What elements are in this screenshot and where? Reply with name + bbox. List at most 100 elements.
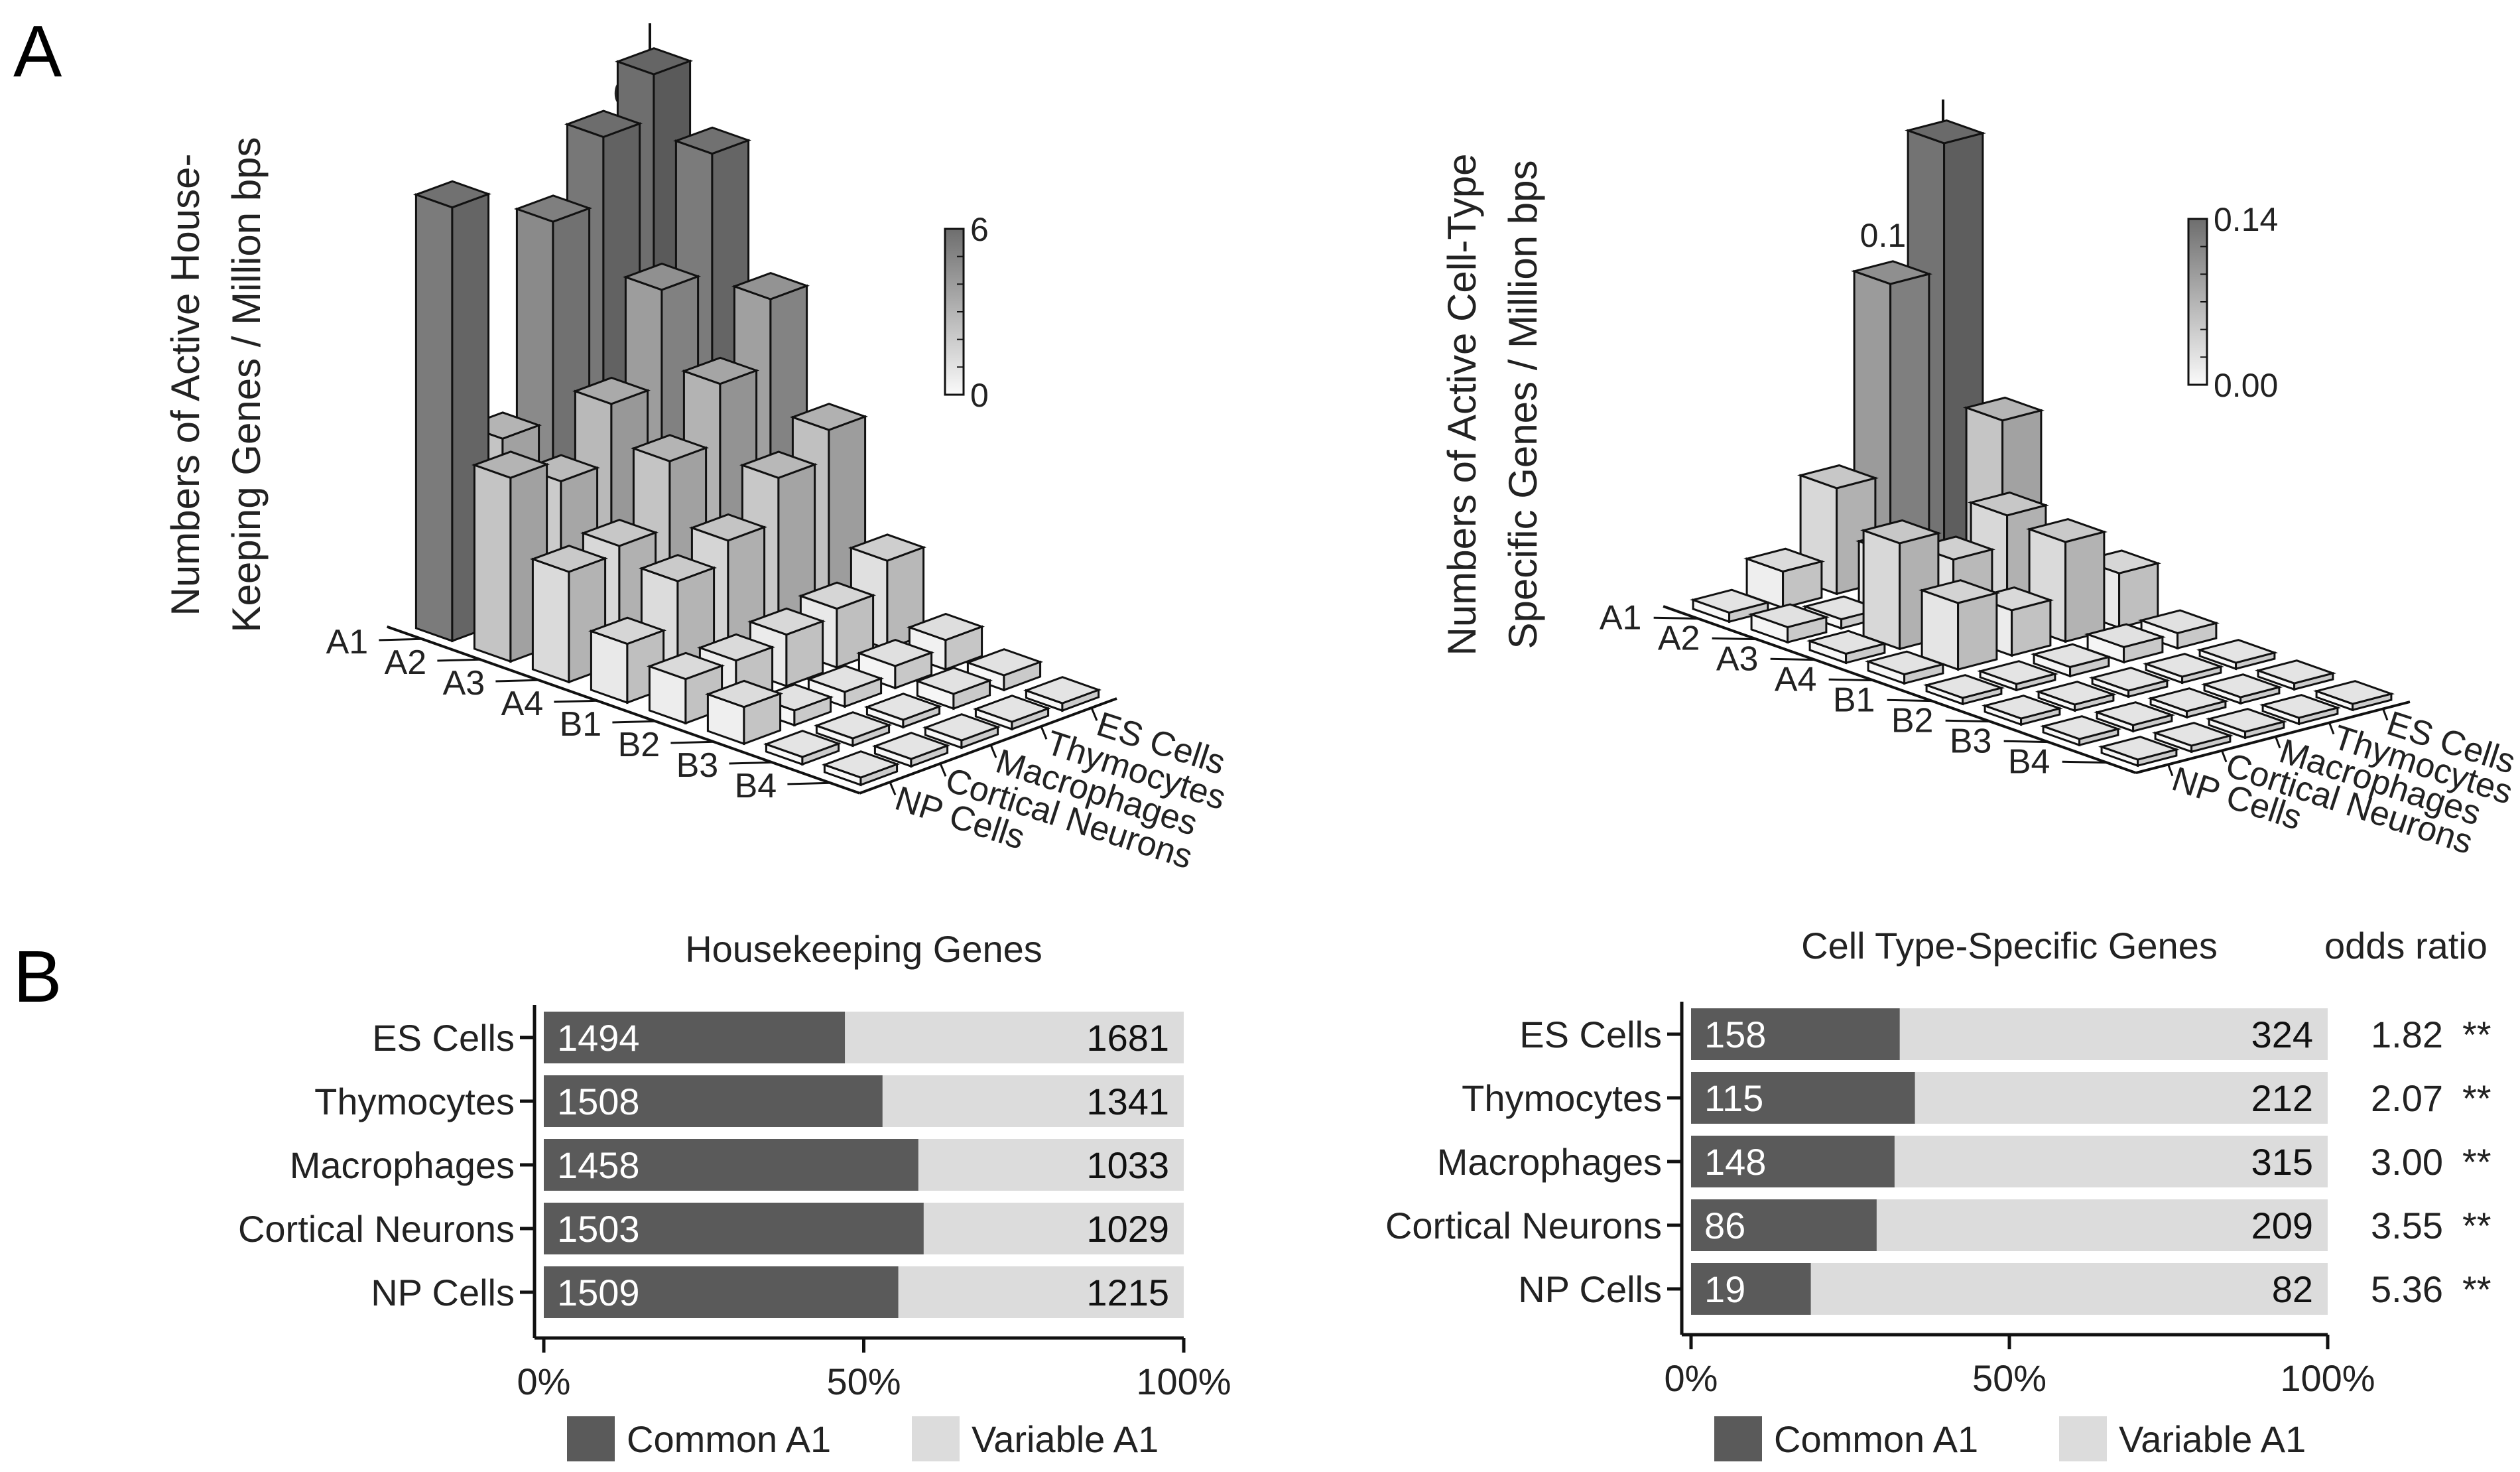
x-tick-label-b3: B3 xyxy=(676,746,719,785)
bar-top-face xyxy=(696,633,776,662)
bar-top-face xyxy=(731,272,810,301)
bar-top-face xyxy=(848,533,927,562)
bar-top-face xyxy=(2137,609,2220,634)
variable-value-label: 82 xyxy=(2272,1268,2313,1310)
bar-top-face xyxy=(2147,687,2230,712)
bar-row-np-cells: 19 82 NP Cells 5.36 ** xyxy=(1518,1263,2491,1315)
bar-top-face xyxy=(2200,673,2283,699)
bar-top-face xyxy=(672,126,752,155)
bar-top-face xyxy=(2093,701,2176,726)
bar-top-face xyxy=(972,695,1052,723)
bar-top-face xyxy=(789,403,869,431)
bar-row-es-cells: 158 324 ES Cells 1.82 ** xyxy=(1519,1008,2491,1060)
common-value-label: 115 xyxy=(1704,1077,1763,1119)
x-tick-label-a4: A4 xyxy=(1775,660,1817,699)
bar-common-a1 xyxy=(544,1139,918,1191)
y-tick xyxy=(1040,726,1048,740)
x-tick xyxy=(1828,678,1873,682)
bar-common-a1 xyxy=(1691,1263,1811,1315)
bar-top-face xyxy=(871,732,951,760)
bar-es-cells-b1 xyxy=(2137,609,2220,650)
bar-top-face xyxy=(2151,722,2234,747)
bar-row-cortical-neurons: 1503 1029 Cortical Neurons xyxy=(238,1203,1184,1254)
chart-title: Housekeeping Genes xyxy=(685,928,1042,970)
variable-value-label: 324 xyxy=(2251,1014,2313,1055)
bar-variable-a1 xyxy=(1876,1199,2328,1251)
bar-common-a1 xyxy=(1691,1136,1895,1187)
variable-value-label: 1029 xyxy=(1086,1208,1169,1250)
bar-top-face xyxy=(1806,630,1889,655)
bar-common-a1 xyxy=(1691,1199,1877,1251)
bar-cortical-neurons-b4 xyxy=(871,732,951,768)
x-tick-label: 100% xyxy=(2280,1357,2375,1399)
chart-title: Cell Type-Specific Genes xyxy=(1801,925,2218,967)
bar-top-face xyxy=(1743,547,1826,573)
bar-top-face xyxy=(1796,464,1879,490)
bar-variable-a1 xyxy=(898,1266,1184,1318)
bar-top-face xyxy=(1850,260,1933,285)
bar-variable-a1 xyxy=(918,1139,1184,1191)
bar-thymocytes-a1 xyxy=(1850,260,1933,582)
bar-top-face xyxy=(588,616,667,645)
bar-top-face xyxy=(1747,603,1830,628)
x-tick-label-a3: A3 xyxy=(1716,639,1759,678)
bar-front-face xyxy=(473,463,512,663)
x-tick xyxy=(729,761,773,765)
bar-top-face xyxy=(1864,650,1947,676)
x-tick xyxy=(612,720,656,724)
bar-top-face xyxy=(412,180,492,209)
common-value-label: 158 xyxy=(1704,1014,1766,1055)
bar-top-face xyxy=(680,356,760,385)
common-value-label: 148 xyxy=(1704,1141,1766,1183)
z-axis-title-line2: Keeping Genes / Million bps xyxy=(224,137,269,632)
bar-top-face xyxy=(2035,681,2117,706)
x-tick-label-b1: B1 xyxy=(1833,681,1875,719)
bar-top-face xyxy=(1976,660,2059,685)
bar-cortical-neurons-a1 xyxy=(1743,547,1826,610)
legend-swatch-common-a1 xyxy=(1714,1416,1762,1461)
bar-top-face xyxy=(2312,680,2395,705)
common-value-label: 1494 xyxy=(557,1017,640,1059)
bar-common-a1 xyxy=(1691,1072,1915,1124)
x-tick-label: 0% xyxy=(517,1361,571,1402)
bar-top-face xyxy=(964,648,1044,677)
bar-top-face xyxy=(1967,491,2050,517)
bar-macrophages-b3 xyxy=(2147,687,2230,719)
x-tick-label: 50% xyxy=(1972,1357,2047,1399)
bar-top-face xyxy=(2088,667,2171,692)
bar-macrophages-b4 xyxy=(2205,708,2288,740)
bar-row-thymocytes: 1508 1341 Thymocytes xyxy=(314,1075,1184,1127)
bar-top-face xyxy=(572,376,651,405)
bar-es-cells-b4 xyxy=(2312,680,2395,712)
x-tick xyxy=(379,637,422,641)
bar-row-es-cells: 1494 1681 ES Cells xyxy=(372,1012,1184,1063)
category-label-cortical-neurons: Cortical Neurons xyxy=(1385,1205,1662,1246)
bar-es-cells-b4 xyxy=(1023,676,1102,712)
x-tick-label-b4: B4 xyxy=(735,767,777,805)
bar-top-face xyxy=(1689,588,1772,614)
bar-row-thymocytes: 115 212 Thymocytes 2.07 ** xyxy=(1462,1072,2491,1124)
bar-front-face xyxy=(531,557,570,684)
bar-thymocytes-b1 xyxy=(2084,623,2167,664)
housekeeping-3d-chart: 0123456Numbers of Active House-Keeping G… xyxy=(163,23,1230,877)
bar-macrophages-b4 xyxy=(922,713,1001,750)
bar-side-face xyxy=(2064,530,2106,643)
housekeeping-stacked-bar-chart: Housekeeping Genes 0% 50% 100% 1494 1681 ES Ce… xyxy=(238,928,1231,1461)
x-tick xyxy=(554,699,598,703)
category-label-cortical-neurons: Cortical Neurons xyxy=(238,1208,515,1250)
bar-np-cells-a1 xyxy=(412,180,492,643)
bar-thymocytes-b3 xyxy=(914,667,993,710)
x-tick-label-a3: A3 xyxy=(443,664,485,703)
category-label-np-cells: NP Cells xyxy=(1518,1268,1662,1310)
bar-top-face xyxy=(1859,519,1942,545)
bar-es-cells-b2 xyxy=(2196,639,2279,671)
bar-top-face xyxy=(1918,579,2001,604)
x-tick-label-a4: A4 xyxy=(501,685,544,723)
legend-swatch-common-a1 xyxy=(567,1416,615,1461)
bar-np-cells-a3 xyxy=(1806,630,1889,665)
x-tick xyxy=(787,781,831,785)
bar-top-face xyxy=(739,450,818,479)
bar-thymocytes-b2 xyxy=(2142,653,2225,685)
odds-ratio-value: 3.55 xyxy=(2371,1205,2443,1246)
common-value-label: 1509 xyxy=(557,1272,640,1313)
